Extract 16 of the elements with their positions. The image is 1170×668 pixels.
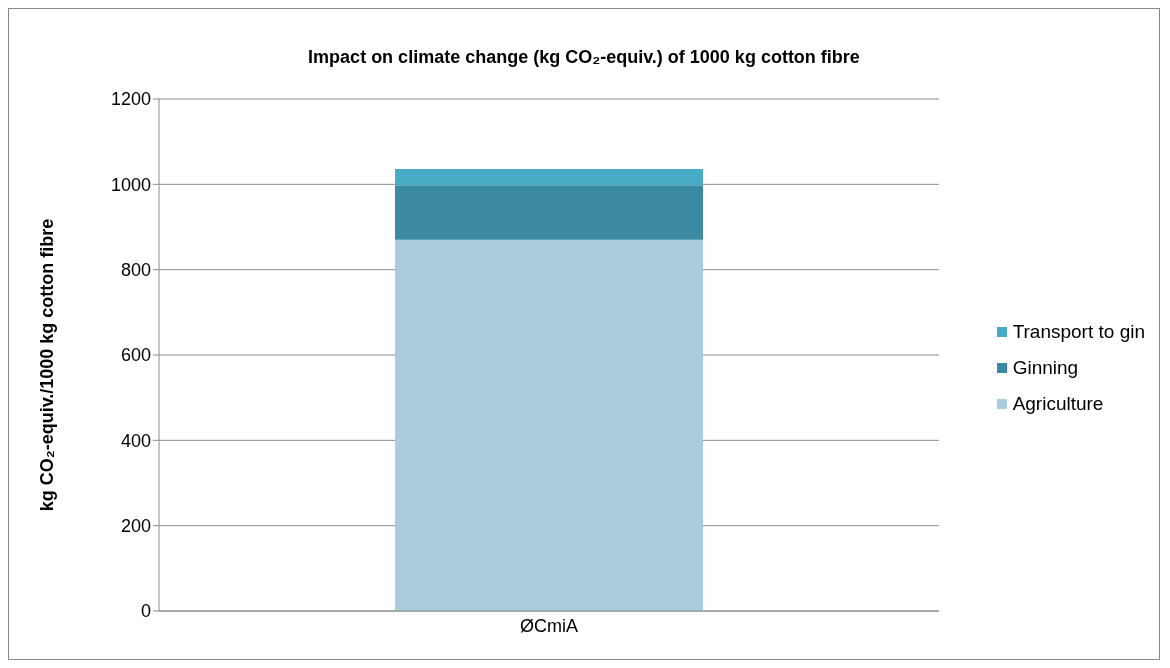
y-tick-label: 0: [140, 601, 151, 622]
bar: [395, 239, 703, 611]
y-axis-title: kg CO₂-equiv./1000 kg cotton fibre: [36, 218, 58, 512]
legend-label: Transport to gin: [1012, 321, 1145, 343]
y-tick-label: 200: [120, 516, 151, 537]
y-tick-label: 800: [120, 260, 151, 281]
x-tick-label: ØCmiA: [520, 615, 578, 636]
legend-label: Ginning: [1012, 357, 1079, 379]
legend-label: Agriculture: [1012, 393, 1104, 415]
bar: [395, 168, 703, 186]
bar: [395, 185, 703, 240]
y-tick-label: 1200: [110, 89, 151, 110]
y-tick-label: 600: [120, 345, 151, 366]
y-tick-label: 1000: [110, 174, 151, 195]
chart-title: Impact on climate change (kg CO₂-equiv.) of 1000 kg cotton fibre: [307, 47, 861, 68]
y-tick-label: 400: [120, 430, 151, 451]
